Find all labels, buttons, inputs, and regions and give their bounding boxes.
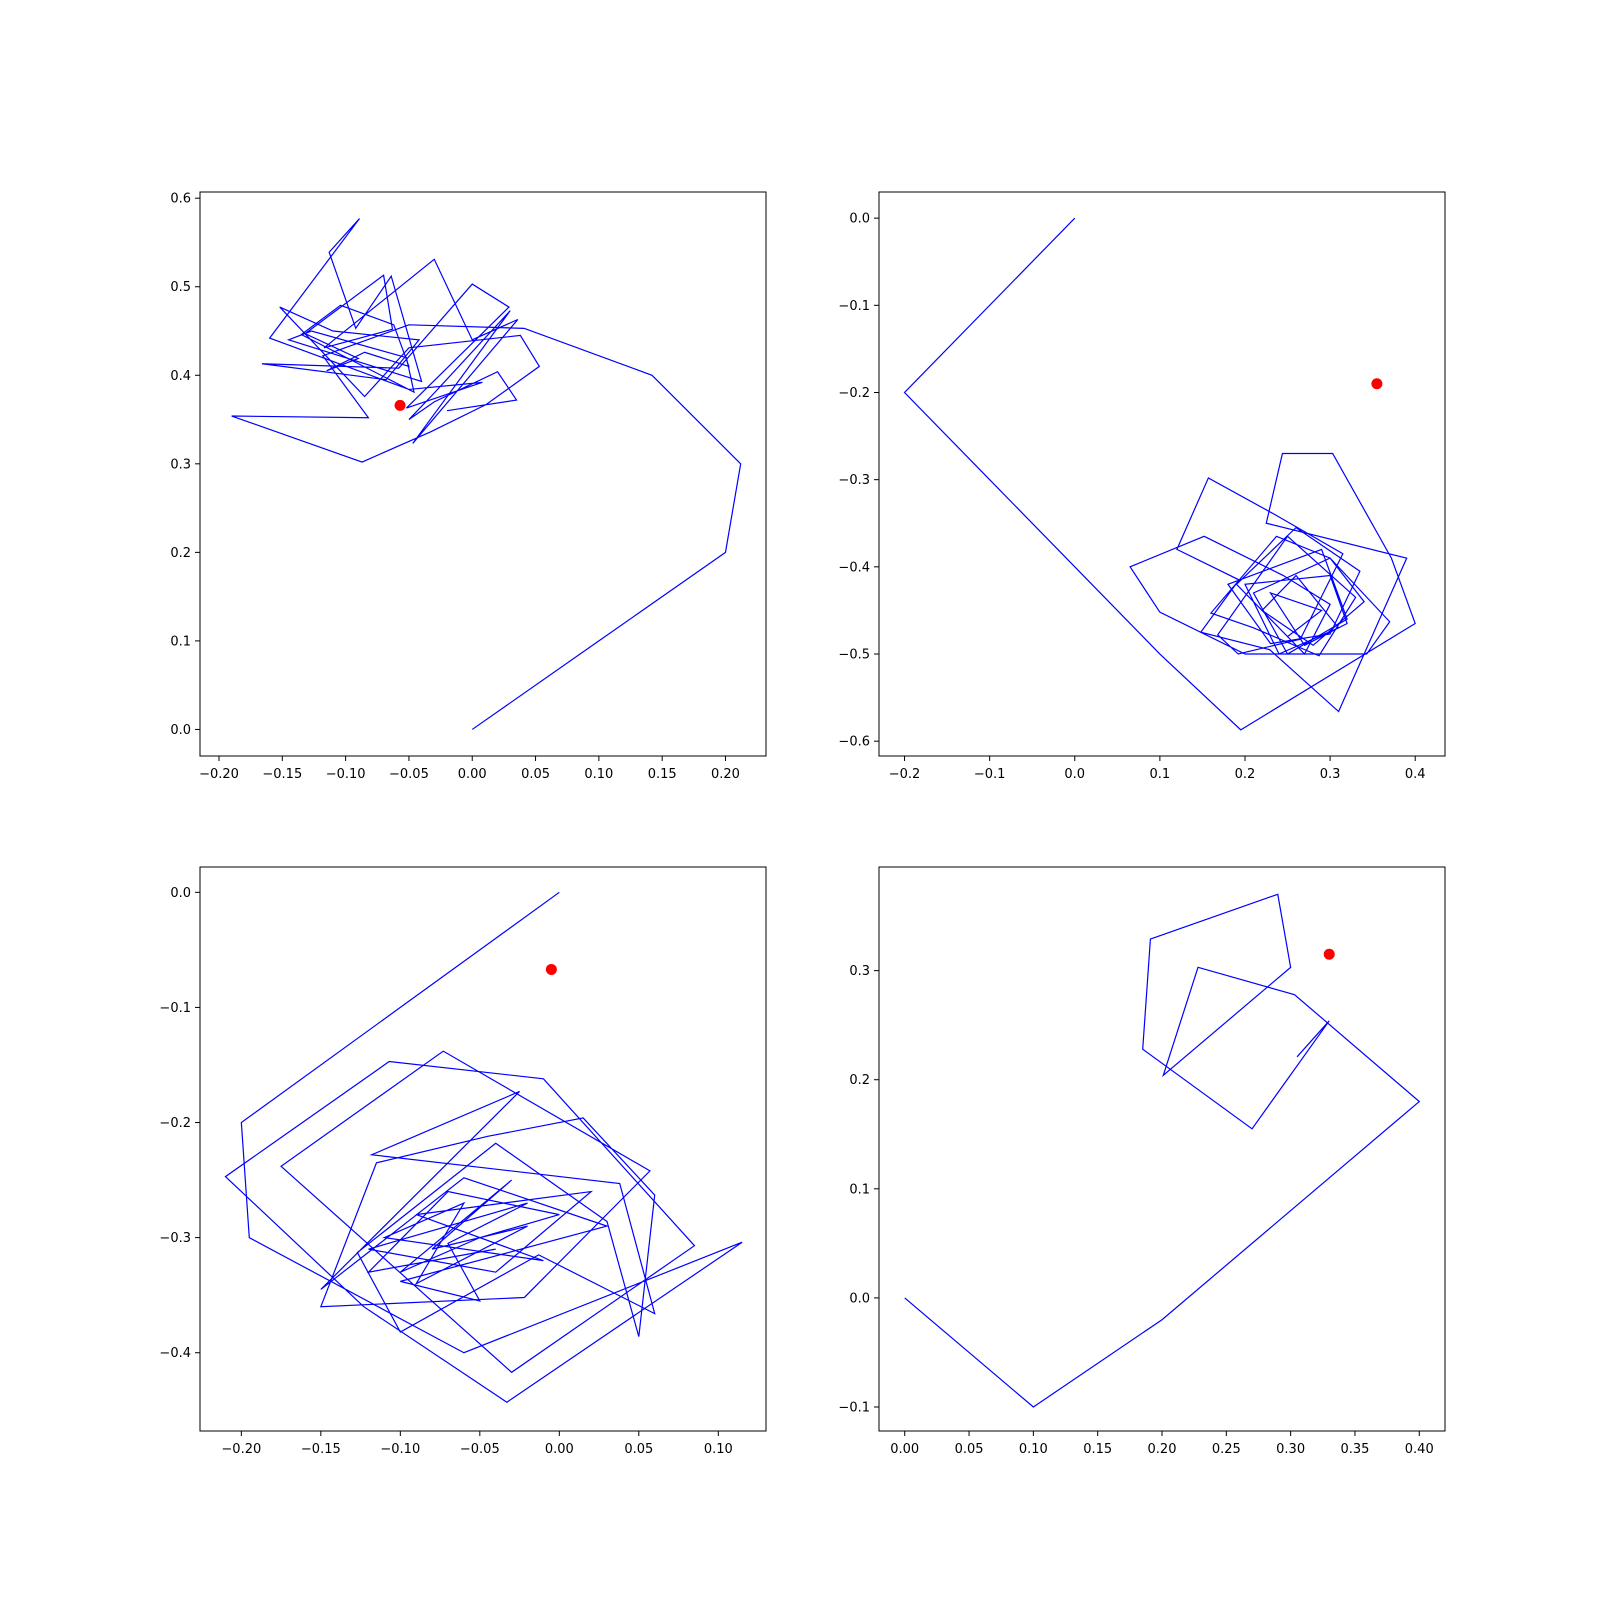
y-tick-label: 0.3 [170,457,191,472]
series-line-1 [904,893,1421,1408]
y-tick-label: 0.5 [170,280,191,295]
y-tick-label: −0.1 [159,1001,191,1016]
x-tick-label: 0.1 [1150,767,1171,782]
y-tick-label: −0.1 [838,1401,870,1416]
y-tick-label: 0.2 [170,546,191,561]
y-tick-label: 0.0 [170,723,191,738]
subplot-4: 0.00 0.05 0.10 0.15 0.20 0.25 0.30 0.35 0.40 0.3 0… [838,866,1446,1457]
y-tick-label: 0.6 [170,192,191,207]
y-tick-label: −0.1 [838,299,870,314]
x-tick-label: −0.20 [221,1442,261,1457]
y-tick-label: 0.4 [170,369,191,384]
x-tick-label: 0.00 [545,1442,574,1457]
series-line-1 [903,217,1416,731]
x-tick-label: −0.05 [460,1442,500,1457]
x-tick-label: 0.15 [1083,1442,1112,1457]
marker-point [1323,948,1335,960]
x-tick-label: 0.35 [1340,1442,1369,1457]
x-tick-label: 0.25 [1212,1442,1241,1457]
x-tick-label: −0.1 [974,767,1006,782]
series-line-1 [231,218,742,730]
y-tick-label: 0.0 [849,1291,870,1306]
y-tick-label: 0.0 [170,886,191,901]
x-tick-label: −0.05 [389,767,429,782]
x-tick-label: 0.00 [890,1442,919,1457]
marker-point [1371,378,1383,390]
subplot-1: −0.20 −0.15 −0.10 −0.05 0.00 0.05 0.10 0.15 0.20… [170,191,767,782]
y-tick-label: 0.1 [849,1182,870,1197]
y-tick-label: −0.3 [159,1231,191,1246]
x-tick-label: 0.10 [584,767,613,782]
x-tick-label: 0.15 [648,767,677,782]
subplot-2: −0.2 −0.1 0.0 0.1 0.2 0.3 0.4 0.0 −0.1 −0.2 −0.3 −0… [838,191,1446,782]
x-tick-label: 0.05 [955,1442,984,1457]
axes-frame [199,866,767,1432]
y-tick-label: −0.3 [838,473,870,488]
subplot-3: −0.20 −0.15 −0.10 −0.05 0.00 0.05 0.10 0.0 −0.1 −… [159,866,767,1457]
marker-point [545,963,557,975]
x-tick-label: 0.00 [458,767,487,782]
y-tick-label: 0.0 [849,212,870,227]
axes-frame [199,191,767,757]
x-tick-label: −0.2 [889,767,921,782]
x-tick-label: −0.15 [262,767,302,782]
x-tick-label: 0.05 [624,1442,653,1457]
x-tick-label: 0.30 [1276,1442,1305,1457]
y-tick-label: −0.2 [159,1116,191,1131]
x-tick-label: 0.20 [1148,1442,1177,1457]
series-line-1 [224,891,743,1403]
x-tick-label: −0.15 [301,1442,341,1457]
y-tick-label: −0.4 [838,560,870,575]
x-tick-label: 0.20 [711,767,740,782]
x-tick-label: 0.4 [1405,767,1426,782]
y-tick-label: −0.2 [838,386,870,401]
x-tick-label: 0.10 [1019,1442,1048,1457]
x-tick-label: 0.05 [521,767,550,782]
y-tick-label: 0.1 [170,634,191,649]
y-tick-label: −0.5 [838,648,870,663]
axes-frame [878,191,1446,757]
x-tick-label: 0.2 [1235,767,1256,782]
x-tick-label: −0.20 [199,767,239,782]
x-tick-label: 0.10 [704,1442,733,1457]
axes-frame [878,866,1446,1432]
y-tick-label: −0.4 [159,1346,191,1361]
x-tick-label: −0.10 [380,1442,420,1457]
x-tick-label: 0.3 [1320,767,1341,782]
x-tick-label: −0.10 [326,767,366,782]
x-tick-label: 0.0 [1064,767,1085,782]
y-tick-label: 0.3 [849,964,870,979]
y-tick-label: −0.6 [838,735,870,750]
x-tick-label: 0.40 [1405,1442,1434,1457]
marker-point [394,399,406,411]
y-tick-label: 0.2 [849,1073,870,1088]
